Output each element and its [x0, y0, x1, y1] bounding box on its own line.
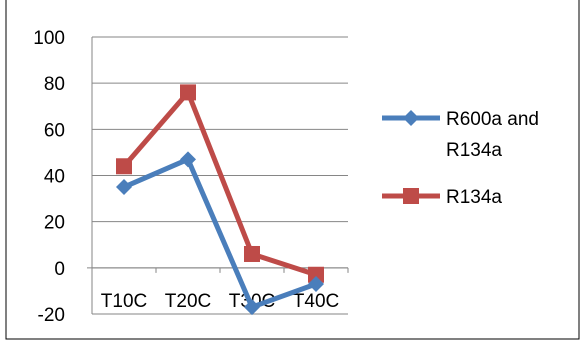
- series-1: [116, 84, 324, 283]
- y-tick-label: 40: [44, 167, 65, 188]
- data-point: [308, 266, 324, 283]
- data-point: [244, 299, 260, 316]
- data-point: [116, 158, 132, 175]
- series-line: [121, 89, 319, 278]
- legend: R600a and R134a R134a: [382, 109, 539, 208]
- y-tick-label: -20: [38, 305, 65, 326]
- x-axis-ticks: T10CT20CT30CT40C: [101, 291, 339, 312]
- x-tick-label: T40C: [293, 291, 339, 312]
- data-point: [180, 151, 196, 168]
- x-tick-label: T20C: [165, 291, 211, 312]
- data-point: [180, 84, 196, 101]
- legend-label: R600a and: [446, 109, 539, 130]
- y-tick-label: 20: [44, 213, 65, 234]
- legend-marker: [403, 110, 419, 126]
- legend-marker: [403, 188, 419, 204]
- y-tick-label: 80: [44, 74, 65, 95]
- y-tick-label: 100: [33, 28, 65, 49]
- data-point: [244, 245, 260, 262]
- y-tick-label: 60: [44, 120, 65, 141]
- series-0: [116, 151, 324, 316]
- legend-item: R600a and R134a: [382, 109, 539, 161]
- axes: [87, 37, 349, 314]
- legend-label: R134a: [446, 187, 502, 208]
- data-point: [308, 275, 324, 292]
- series-line: [121, 156, 319, 310]
- y-axis-ticks: 100 80 60 40 20 0 -20: [33, 28, 65, 326]
- series-layer: [116, 84, 324, 316]
- x-tick-label: T10C: [101, 291, 147, 312]
- chart-border: [5, 0, 580, 340]
- data-point: [116, 179, 132, 196]
- y-tick-label: 0: [54, 259, 65, 280]
- legend-label: R134a: [446, 140, 502, 161]
- legend-item: R134a: [382, 187, 502, 208]
